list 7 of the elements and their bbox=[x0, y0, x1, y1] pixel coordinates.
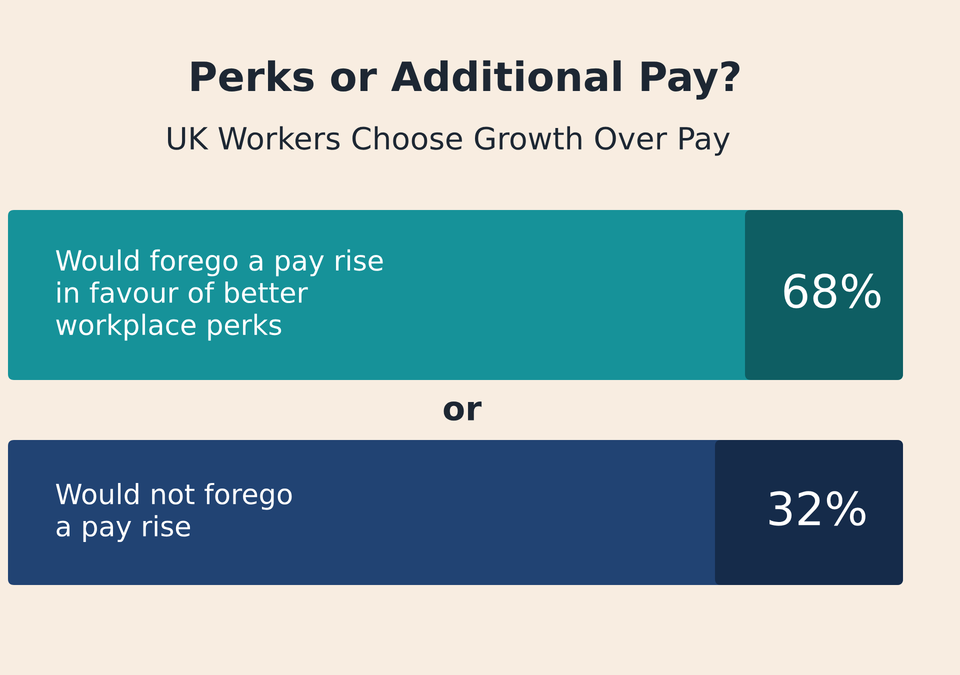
category-label: Would not forego a pay rise bbox=[56, 482, 292, 542]
data-label: 32% bbox=[770, 491, 866, 526]
text: Perks or Additional Pay? bbox=[192, 60, 740, 100]
text: UK Workers Choose Growth Over Pay bbox=[168, 126, 730, 156]
data-label: 68% bbox=[784, 274, 880, 308]
category-label: Would forego a pay rise in favour of better workplace perks bbox=[56, 249, 383, 341]
text: or bbox=[444, 402, 482, 421]
